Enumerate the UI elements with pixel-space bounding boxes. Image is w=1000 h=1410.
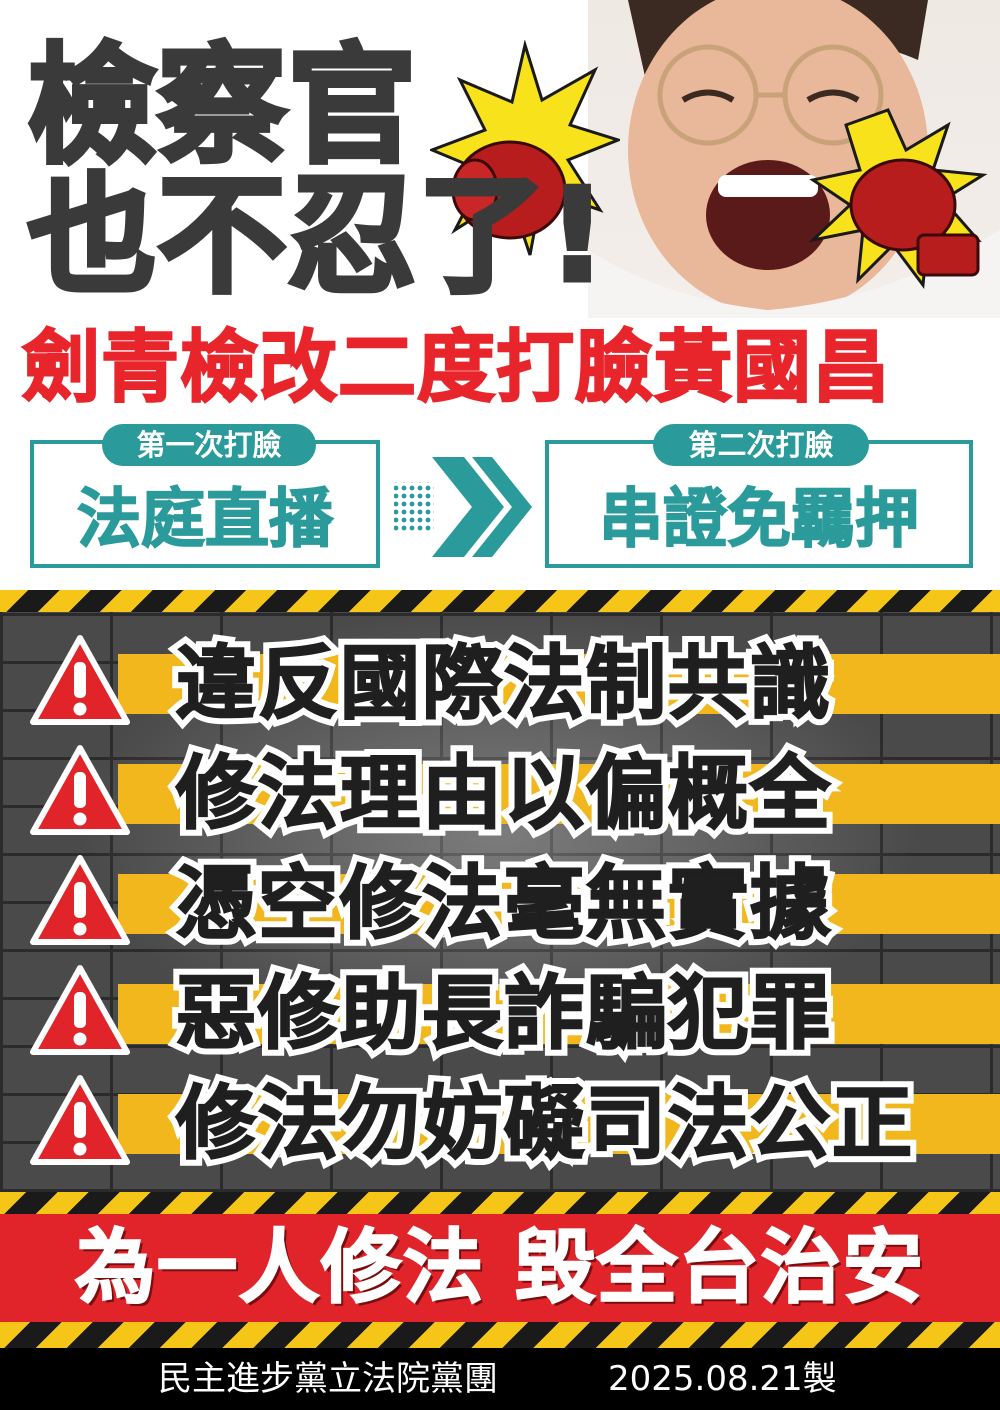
warning-text-outline: 修法理由以偏概全 xyxy=(169,740,837,847)
warning-triangle-icon xyxy=(30,965,130,1055)
footer: 民主進步黨立法院黨團 2025.08.21製 xyxy=(0,1348,1000,1410)
headline-line-2: 也不忍了! xyxy=(25,162,609,311)
warning-item: 違反國際法制共識 違反國際法制共識 xyxy=(0,630,1000,737)
warning-band xyxy=(118,654,1000,714)
punch-burst-icon xyxy=(430,40,620,256)
warning-band xyxy=(118,984,1000,1044)
warning-text: 惡修助長詐騙犯罪 xyxy=(175,966,832,1061)
warning-band xyxy=(118,874,1000,934)
step-card-second: 第二次打臉 串證免羈押 xyxy=(545,424,973,568)
headline-line-1: 檢察官 xyxy=(25,32,419,181)
warning-triangle-icon xyxy=(30,1075,130,1165)
boxing-glove-icon xyxy=(849,158,980,277)
warning-triangle-icon xyxy=(30,635,130,725)
warning-item: 修法勿妨礙司法公正 修法勿妨礙司法公正 xyxy=(0,1070,1000,1177)
hazard-stripe-bottom xyxy=(0,1322,1000,1348)
step-card-first: 第一次打臉 法庭直播 xyxy=(30,424,380,568)
warning-triangle-icon xyxy=(30,745,130,835)
step-title: 串證免羈押 xyxy=(598,482,920,558)
step-title: 法庭直播 xyxy=(76,482,334,558)
warning-band xyxy=(118,764,1000,824)
warning-text-outline: 修法勿妨礙司法公正 xyxy=(169,1070,919,1177)
step-tag: 第一次打臉 xyxy=(102,424,316,466)
warning-text: 修法理由以偏概全 xyxy=(175,746,832,841)
warning-text-outline: 憑空修法毫無實據 xyxy=(169,850,837,957)
footer-organization: 民主進步黨立法院黨團 xyxy=(158,1359,498,1399)
warning-triangle-icon xyxy=(30,855,130,945)
warning-item: 憑空修法毫無實據 憑空修法毫無實據 xyxy=(0,850,1000,957)
hazard-stripe-top xyxy=(0,590,1000,614)
warning-text-outline: 違反國際法制共識 xyxy=(169,630,837,737)
warning-text: 憑空修法毫無實據 xyxy=(175,856,832,951)
step-tag: 第二次打臉 xyxy=(653,424,869,466)
slogan-text: 為一人修法 毀全台治安 xyxy=(74,1220,925,1315)
header-section: 檢察官 也不忍了! 劍青檢改二度打臉黃國昌 第一次打臉 法庭直播 第二次打臉 串… xyxy=(0,0,1000,590)
warning-text-outline: 惡修助長詐騙犯罪 xyxy=(169,960,837,1067)
double-chevron-right-icon xyxy=(394,457,532,557)
person-photo xyxy=(588,0,1000,318)
headline-subtitle: 劍青檢改二度打臉黃國昌 xyxy=(21,322,892,414)
warning-item: 惡修助長詐騙犯罪 惡修助長詐騙犯罪 xyxy=(0,960,1000,1067)
footer-date: 2025.08.21製 xyxy=(608,1359,837,1399)
warning-text: 修法勿妨礙司法公正 xyxy=(175,1076,914,1171)
warning-item: 修法理由以偏概全 修法理由以偏概全 xyxy=(0,740,1000,847)
hazard-stripe-middle xyxy=(0,1192,1000,1214)
slogan-banner: 為一人修法 毀全台治安 xyxy=(0,1214,1000,1322)
warning-band xyxy=(118,1094,1000,1154)
warning-text: 違反國際法制共識 xyxy=(175,636,832,731)
